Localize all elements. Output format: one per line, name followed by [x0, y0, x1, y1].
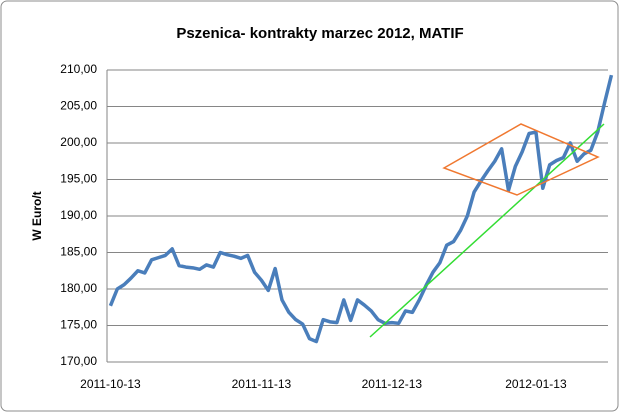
chart-title: Pszenica- kontrakty marzec 2012, MATIF	[176, 25, 463, 42]
y-tick-label: 210,00	[60, 62, 97, 76]
y-tick-label: 200,00	[60, 135, 97, 149]
y-tick-label: 195,00	[60, 172, 97, 186]
y-tick-label: 180,00	[60, 281, 97, 295]
x-tick-label: 2011-11-13	[232, 377, 292, 391]
trend-line	[369, 123, 605, 338]
y-tick-label: 190,00	[60, 208, 97, 222]
x-tick-label: 2011-10-13	[80, 377, 141, 391]
y-tick-label: 185,00	[60, 245, 97, 259]
y-tick-label: 175,00	[60, 318, 97, 332]
y-axis-label: W Euro/t	[30, 191, 44, 240]
x-tick-label: 2012-01-13	[505, 377, 567, 391]
diamond-annotation	[442, 123, 600, 196]
y-tick-label: 170,00	[60, 354, 97, 368]
x-tick-label: 2011-12-13	[362, 377, 423, 391]
y-tick-label: 205,00	[60, 99, 97, 113]
data-line	[108, 74, 614, 344]
